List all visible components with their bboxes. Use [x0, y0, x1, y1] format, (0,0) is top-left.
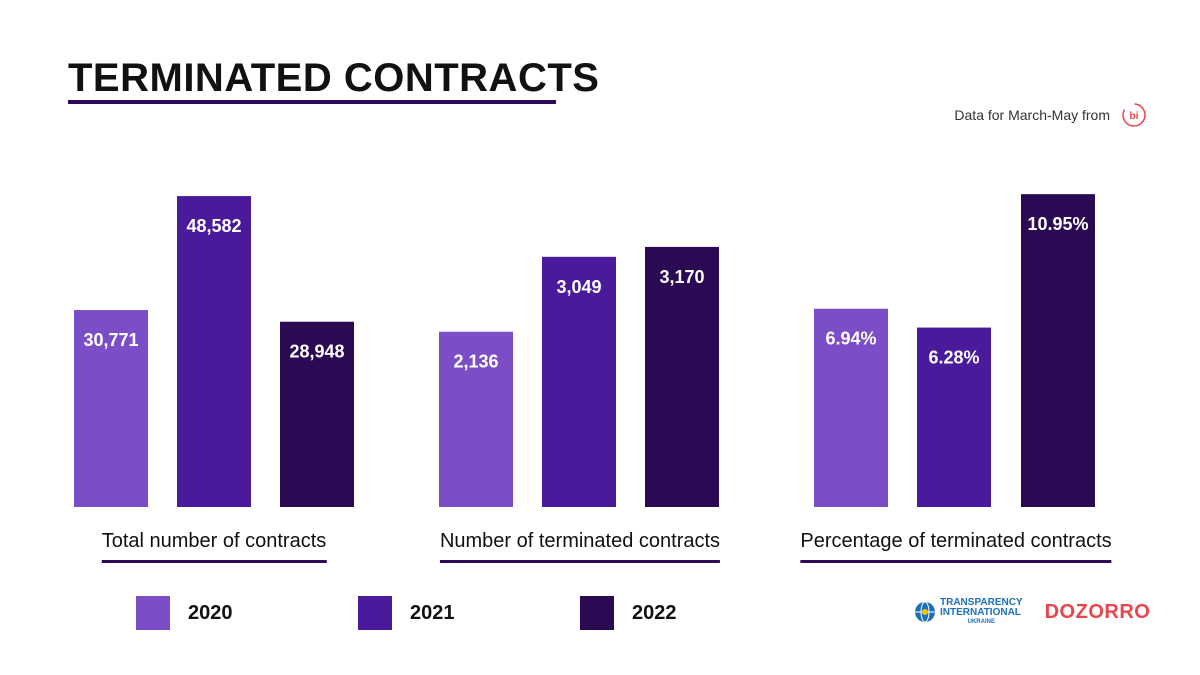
legend-swatch-2020	[136, 596, 170, 630]
legend-item-2022: 2022	[580, 596, 677, 630]
legend-item-2020: 2020	[136, 596, 233, 630]
bar-percentage-2022	[1021, 194, 1095, 507]
transparency-international-logo: TRANSPARENCY INTERNATIONAL UKRAINE	[914, 598, 1023, 626]
bar-total-2021	[177, 196, 251, 507]
bar-label-total-2022: 28,948	[289, 342, 344, 362]
legend-label-2022: 2022	[632, 601, 677, 624]
bar-terminated-2020	[439, 331, 513, 507]
bar-label-percentage-2020: 6.94%	[825, 329, 876, 349]
bar-terminated-2022	[645, 246, 719, 507]
legend-label-2020: 2020	[188, 601, 233, 624]
data-source: Data for March-May from bi	[954, 100, 1148, 130]
bi-logo-text: bi	[1130, 111, 1139, 122]
chart-label-terminated: Number of terminated contracts	[439, 530, 721, 563]
bar-total-2020	[74, 310, 148, 507]
legend-swatch-2021	[358, 596, 392, 630]
legend-swatch-2022	[580, 596, 614, 630]
chart-label-total: Total number of contracts	[101, 530, 327, 563]
legend-item-2021: 2021	[358, 596, 455, 630]
partner-logos: TRANSPARENCY INTERNATIONAL UKRAINE DOZOR…	[914, 598, 1150, 626]
bar-percentage-2021	[917, 327, 991, 507]
title-underline	[68, 100, 556, 104]
bar-terminated-2021	[542, 256, 616, 507]
bar-percentage-2020	[814, 308, 888, 507]
legend-label-2021: 2021	[410, 601, 455, 624]
bar-label-total-2021: 48,582	[186, 216, 241, 236]
bi-logo-icon: bi	[1122, 103, 1146, 127]
ti-line2: INTERNATIONAL	[940, 607, 1021, 618]
dozorro-logo: DOZORRO	[1044, 600, 1151, 623]
chart-label-percentage: Percentage of terminated contracts	[800, 530, 1112, 563]
bar-label-terminated-2022: 3,170	[659, 267, 704, 287]
source-text: Data for March-May from	[954, 107, 1110, 123]
bar-label-percentage-2021: 6.28%	[928, 348, 979, 368]
ti-line3: UKRAINE	[967, 619, 995, 625]
ti-line1: TRANSPARENCY	[940, 597, 1023, 608]
bar-label-terminated-2021: 3,049	[556, 277, 601, 297]
ti-globe-icon	[915, 601, 935, 623]
bar-total-2022	[280, 321, 354, 507]
page-title: TERMINATED CONTRACTS	[68, 56, 600, 100]
bar-label-percentage-2022: 10.95%	[1027, 214, 1088, 234]
bar-label-terminated-2020: 2,136	[453, 352, 498, 372]
bar-label-total-2020: 30,771	[83, 330, 138, 350]
